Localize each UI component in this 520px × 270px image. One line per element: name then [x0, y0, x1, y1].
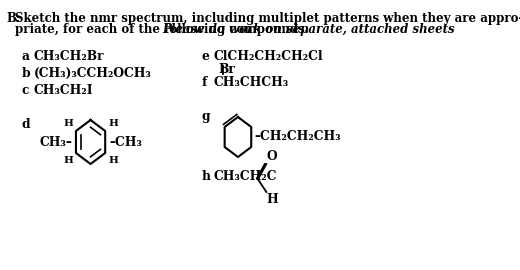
Text: h: h — [201, 170, 210, 183]
Text: (CH₃)₃CCH₂OCH₃: (CH₃)₃CCH₂OCH₃ — [34, 67, 152, 80]
Text: H: H — [108, 119, 118, 128]
Text: O: O — [266, 150, 277, 163]
Text: d: d — [21, 118, 30, 131]
Text: –CH₂CH₂CH₃: –CH₂CH₂CH₃ — [255, 130, 342, 143]
Text: CH₃CH₂Br: CH₃CH₂Br — [34, 50, 105, 63]
Text: H: H — [266, 193, 278, 206]
Text: H: H — [63, 156, 73, 165]
Text: priate, for each of the following compounds:: priate, for each of the following compou… — [16, 23, 309, 36]
Text: f: f — [201, 76, 206, 89]
Text: ClCH₂CH₂CH₂Cl: ClCH₂CH₂CH₂Cl — [213, 50, 323, 63]
Text: Please do work on separate, attached sheets: Please do work on separate, attached she… — [163, 23, 456, 36]
Text: Br: Br — [219, 63, 236, 76]
Text: c: c — [21, 84, 29, 97]
Text: a: a — [21, 50, 30, 63]
Text: b: b — [21, 67, 30, 80]
Text: CH₃CH₂C: CH₃CH₂C — [213, 170, 277, 183]
Text: Sketch the nmr spectrum, including multiplet patterns when they are appro-: Sketch the nmr spectrum, including multi… — [16, 12, 520, 25]
Text: –CH₃: –CH₃ — [109, 136, 142, 148]
Text: e: e — [201, 50, 209, 63]
Text: CH₃–: CH₃– — [40, 136, 72, 148]
Text: CH₃CHCH₃: CH₃CHCH₃ — [213, 76, 289, 89]
Text: g: g — [201, 110, 210, 123]
Text: H: H — [63, 119, 73, 128]
Text: CH₃CH₂I: CH₃CH₂I — [34, 84, 94, 97]
Text: B.: B. — [6, 12, 20, 25]
Text: H: H — [108, 156, 118, 165]
